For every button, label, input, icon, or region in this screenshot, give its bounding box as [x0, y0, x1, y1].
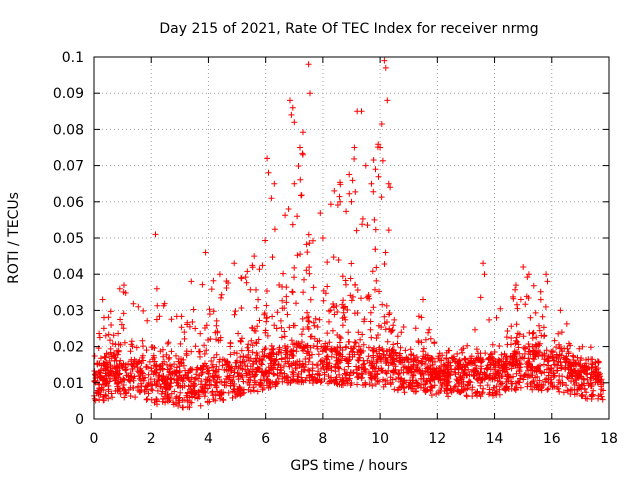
x-tick-label: 10: [371, 431, 389, 447]
y-tick-label: 0.01: [53, 376, 84, 392]
y-axis-title: ROTI / TECUs: [6, 192, 22, 284]
x-tick-label: 4: [204, 431, 213, 447]
y-tick-label: 0.05: [53, 231, 84, 247]
y-tick-label: 0.02: [53, 340, 84, 356]
x-tick-label: 6: [261, 431, 270, 447]
y-tick-label: 0.1: [62, 50, 84, 66]
x-tick-label: 12: [428, 431, 446, 447]
x-tick-label: 0: [90, 431, 99, 447]
x-tick-label: 14: [486, 431, 504, 447]
roti-points: [91, 57, 607, 411]
y-tick-label: 0.04: [53, 267, 84, 283]
x-tick-labels: 0 2 4 6 8 10 12 14 16 18: [90, 431, 618, 447]
x-tick-label: 2: [147, 431, 156, 447]
y-tick-labels: 0 0.01 0.02 0.03 0.04 0.05 0.06 0.07 0.08 0.09 0.1: [53, 50, 84, 428]
x-axis-title: GPS time / hours: [290, 458, 407, 474]
chart-title: Day 215 of 2021, Rate Of TEC Index for r…: [159, 21, 538, 37]
y-tick-label: 0.09: [53, 86, 84, 102]
data-points: [91, 57, 607, 411]
y-tick-label: 0: [75, 412, 84, 428]
y-tick-label: 0.06: [53, 195, 84, 211]
x-tick-label: 16: [543, 431, 561, 447]
y-tick-label: 0.07: [53, 159, 84, 175]
y-tick-label: 0.08: [53, 122, 84, 138]
x-tick-label: 18: [600, 431, 618, 447]
axis-ticks: [93, 56, 610, 420]
x-tick-label: 8: [318, 431, 327, 447]
y-tick-label: 0.03: [53, 303, 84, 319]
